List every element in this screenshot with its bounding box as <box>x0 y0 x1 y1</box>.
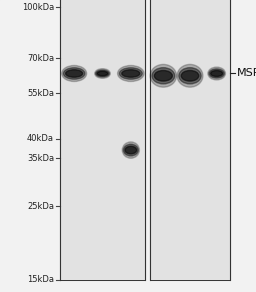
Ellipse shape <box>125 146 137 154</box>
Ellipse shape <box>122 70 140 77</box>
Ellipse shape <box>177 65 203 87</box>
Text: 55kDa: 55kDa <box>27 88 54 98</box>
Ellipse shape <box>179 68 201 84</box>
Ellipse shape <box>209 69 224 78</box>
Text: 35kDa: 35kDa <box>27 154 54 163</box>
Bar <box>60 0 145 280</box>
Bar <box>150 0 230 280</box>
Ellipse shape <box>154 70 172 81</box>
Ellipse shape <box>208 67 226 80</box>
Text: 25kDa: 25kDa <box>27 202 54 211</box>
Text: 40kDa: 40kDa <box>27 134 54 143</box>
Ellipse shape <box>97 71 108 76</box>
Ellipse shape <box>150 65 177 87</box>
Ellipse shape <box>152 68 175 84</box>
Ellipse shape <box>119 68 142 79</box>
Ellipse shape <box>211 70 223 77</box>
Ellipse shape <box>66 70 83 77</box>
Ellipse shape <box>95 69 110 78</box>
Ellipse shape <box>118 65 144 81</box>
Ellipse shape <box>96 70 109 77</box>
Ellipse shape <box>63 68 85 79</box>
Text: 15kDa: 15kDa <box>27 275 54 284</box>
Text: 70kDa: 70kDa <box>27 54 54 63</box>
Text: MSR1: MSR1 <box>237 69 256 79</box>
Text: 100kDa: 100kDa <box>22 3 54 11</box>
Ellipse shape <box>181 70 199 81</box>
Ellipse shape <box>123 144 138 156</box>
Ellipse shape <box>62 65 87 81</box>
Ellipse shape <box>122 142 140 158</box>
